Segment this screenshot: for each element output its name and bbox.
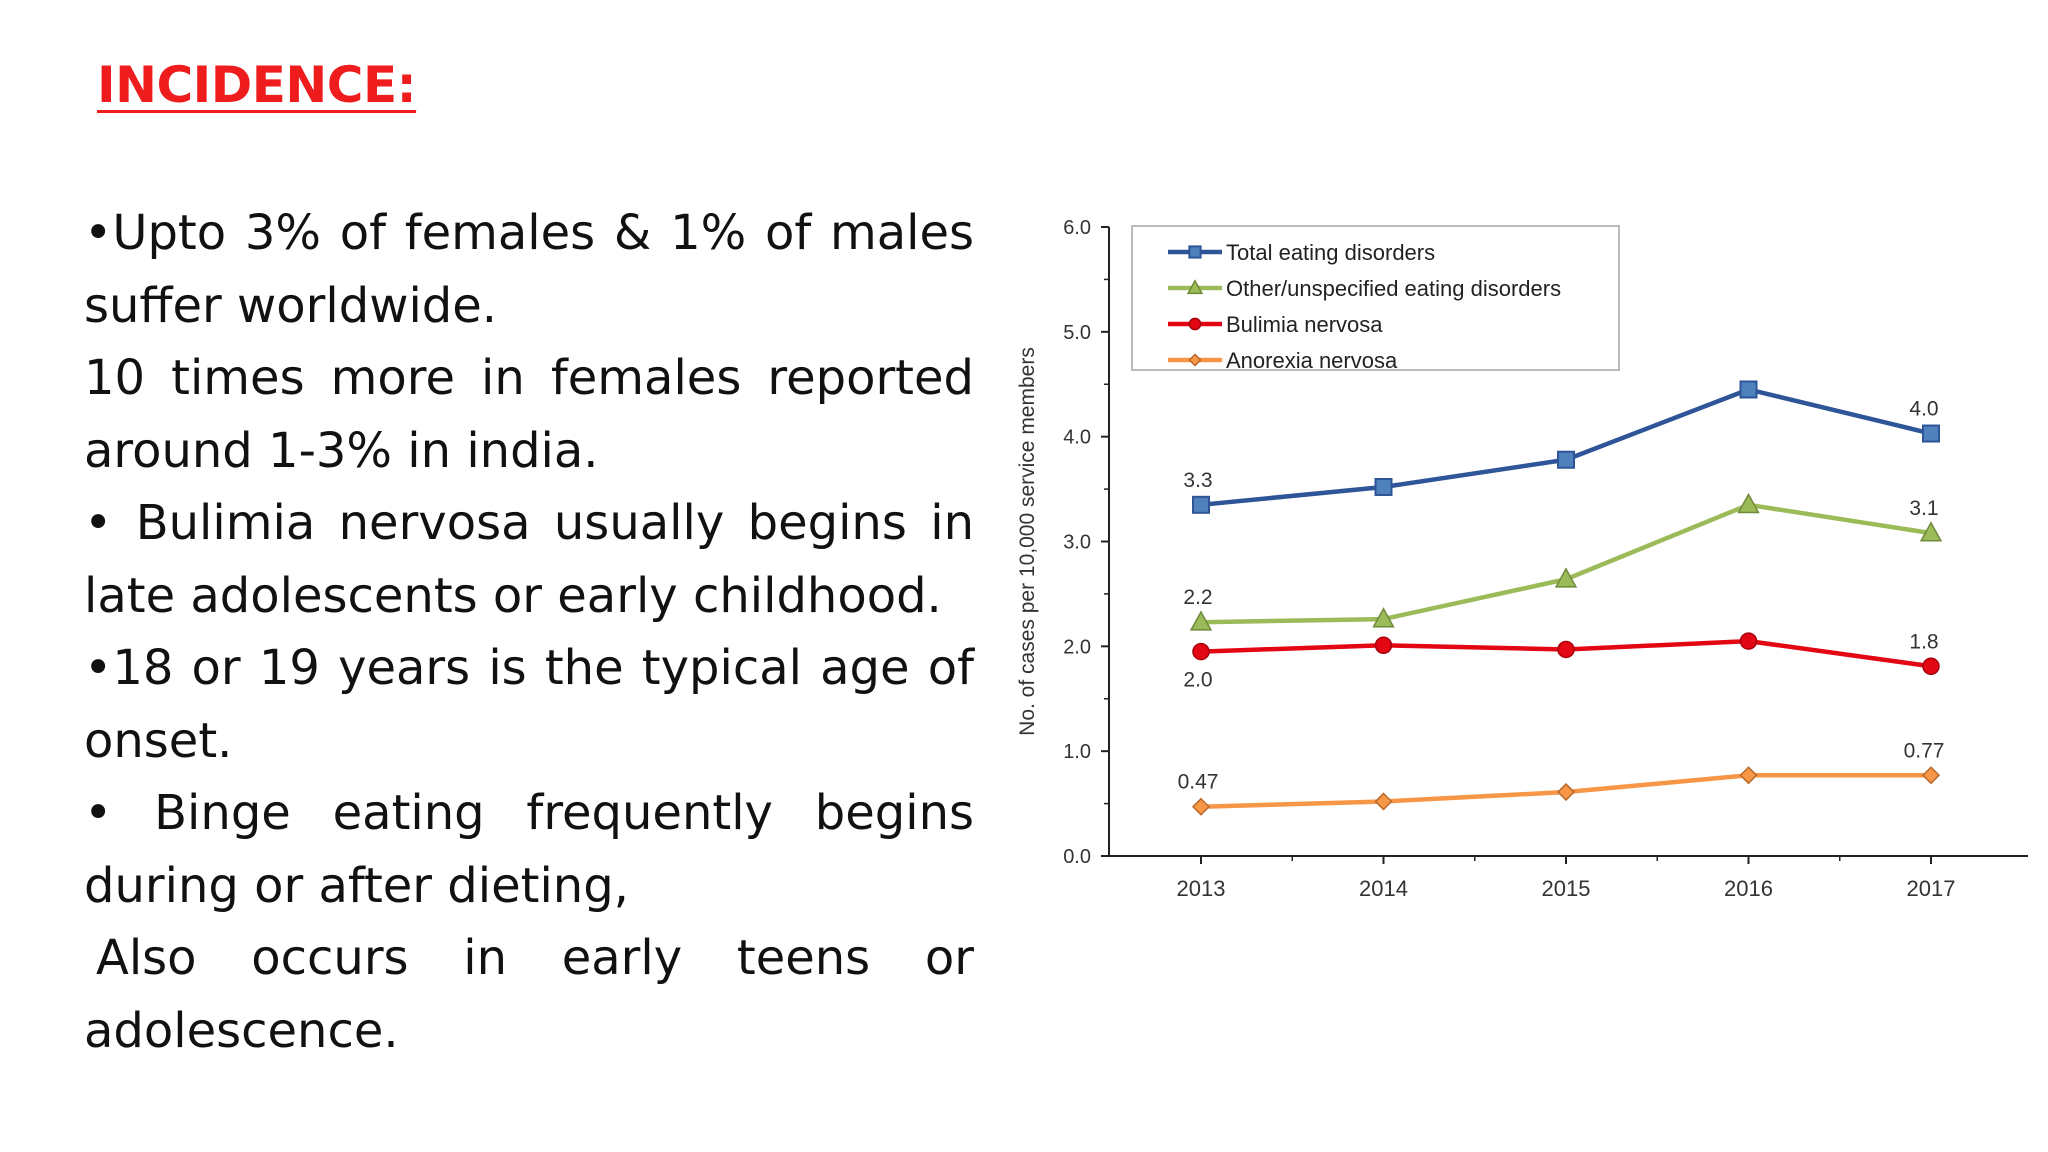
data-point-other-unspecified-eating-disorders (1372, 607, 1395, 628)
bullet-typical-age: •18 or 19 years is the typical age of on… (84, 640, 974, 769)
x-tick-label: 2013 (1177, 876, 1226, 901)
y-tick-label: 3.0 (1063, 532, 1091, 554)
legend-marker-anorexia-nervosa (1188, 353, 1202, 367)
legend-entry-anorexia-nervosa: Anorexia nervosa (1226, 348, 1398, 373)
data-point-anorexia-nervosa (1556, 782, 1576, 802)
legend-marker-other-unspecified-eating-disorders (1186, 279, 1204, 295)
data-point-total-eating-disorders (1922, 424, 1940, 443)
legend-box (1131, 225, 1620, 371)
data-point-other-unspecified-eating-disorders (1737, 492, 1760, 514)
y-tick-label: 0.0 (1063, 846, 1091, 868)
data-point-anorexia-nervosa (1921, 766, 1941, 785)
bullet-worldwide-prevalence: •Upto 3% of females & 1% of males suffer… (84, 205, 974, 334)
x-tick-label: 2017 (1907, 876, 1956, 901)
bullet-bulimia-onset: • Bulimia nervosa usually begins in late… (84, 495, 974, 624)
data-label-total-eating-disorders: 4.0 (1909, 398, 1938, 421)
data-point-bulimia-nervosa (1922, 657, 1940, 676)
data-label-bulimia-nervosa: 2.0 (1183, 669, 1212, 692)
legend-entry-other-unspecified-eating-disorders: Other/unspecified eating disorders (1226, 276, 1561, 301)
x-tick-label: 2016 (1724, 876, 1773, 901)
data-point-anorexia-nervosa (1739, 766, 1758, 785)
data-point-bulimia-nervosa (1192, 642, 1210, 661)
data-point-anorexia-nervosa (1191, 797, 1211, 816)
bullet-binge-eating: • Binge eating frequently begins during … (84, 785, 974, 914)
y-tick-label: 5.0 (1063, 322, 1091, 344)
data-label-bulimia-nervosa: 1.8 (1909, 630, 1938, 653)
data-point-total-eating-disorders (1192, 495, 1210, 514)
legend-entry-total-eating-disorders: Total eating disorders (1226, 240, 1435, 265)
legend-marker-total-eating-disorders (1188, 245, 1202, 259)
series-line-total-eating-disorders (1200, 387, 1932, 508)
y-tick-label: 4.0 (1063, 427, 1091, 449)
x-tick-label: 2015 (1542, 876, 1591, 901)
y-tick-label: 1.0 (1063, 741, 1091, 763)
paragraph-early-teens: Also occurs in early teens or adolescenc… (84, 930, 974, 1059)
data-point-bulimia-nervosa (1557, 640, 1575, 659)
slide-title: INCIDENCE: (97, 56, 417, 114)
data-point-other-unspecified-eating-disorders (1919, 521, 1943, 542)
y-tick-label: 2.0 (1063, 636, 1091, 658)
data-point-other-unspecified-eating-disorders (1554, 567, 1578, 588)
data-label-other-unspecified-eating-disorders: 3.1 (1909, 497, 1938, 520)
y-tick-label: 6.0 (1063, 217, 1091, 239)
legend-marker-bulimia-nervosa (1188, 317, 1202, 331)
data-point-bulimia-nervosa (1739, 632, 1758, 650)
data-label-total-eating-disorders: 3.3 (1183, 469, 1212, 492)
data-point-anorexia-nervosa (1374, 792, 1393, 811)
eating-disorders-line-chart: 0.0 1.0 2.0 3.0 4.0 5.0 6.0 2013 2014 2015 2016 201… (1016, 217, 2028, 901)
data-label-anorexia-nervosa: 0.77 (1904, 739, 1945, 762)
series-line-other-unspecified-eating-disorders (1200, 502, 1932, 625)
data-point-bulimia-nervosa (1374, 636, 1393, 655)
data-label-other-unspecified-eating-disorders: 2.2 (1183, 586, 1212, 609)
paragraph-india-prevalence: 10 times more in females reported around… (84, 350, 974, 479)
data-point-other-unspecified-eating-disorders (1189, 610, 1213, 631)
bullet-text-block: •Upto 3% of females & 1% of males suffer… (84, 197, 974, 1067)
data-point-total-eating-disorders (1374, 477, 1393, 496)
data-point-total-eating-disorders (1739, 380, 1758, 399)
y-axis-title: No. of cases per 10,000 service members (1016, 347, 1039, 736)
x-tick-label: 2014 (1359, 876, 1408, 901)
data-label-anorexia-nervosa: 0.47 (1178, 771, 1219, 794)
data-point-total-eating-disorders (1557, 450, 1575, 469)
legend-entry-bulimia-nervosa: Bulimia nervosa (1226, 312, 1383, 337)
